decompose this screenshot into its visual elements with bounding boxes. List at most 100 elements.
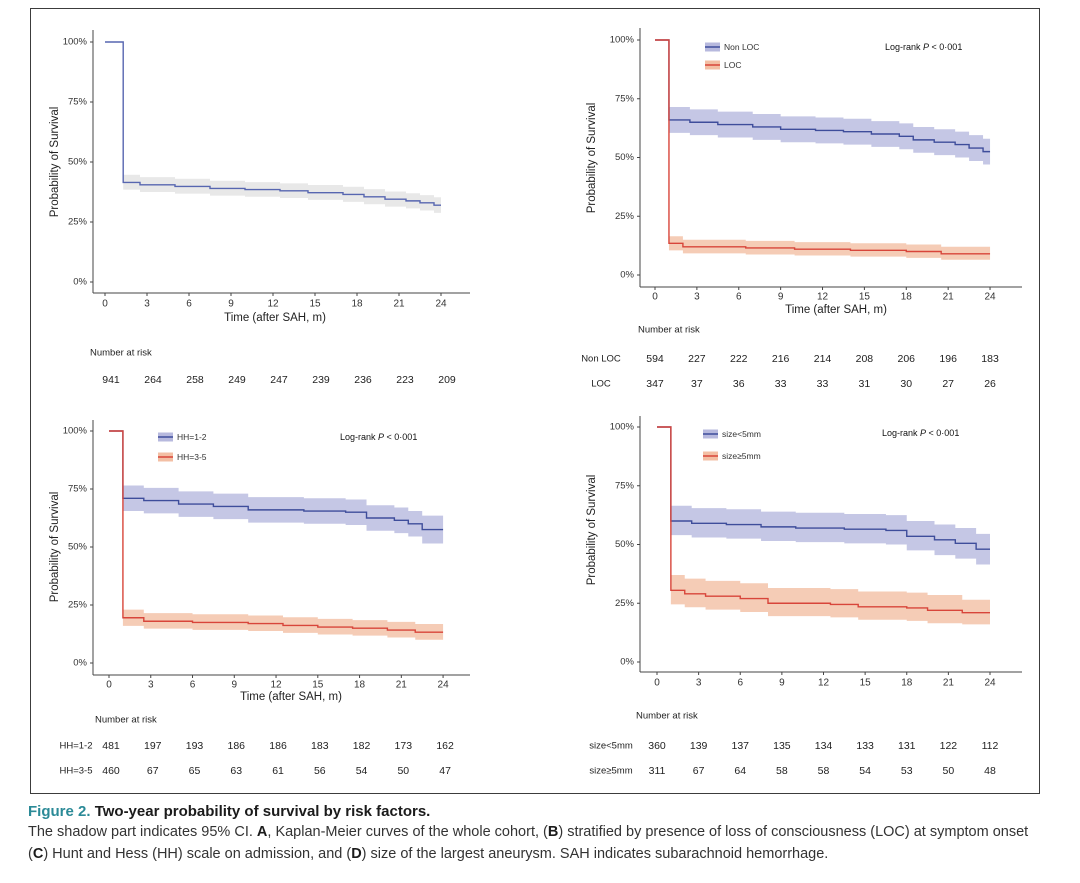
- legend-label: size≥5mm: [722, 451, 761, 461]
- risk-count: 162: [436, 740, 454, 752]
- risk-count: 61: [272, 765, 284, 777]
- x-tick-label: 9: [779, 678, 785, 689]
- x-tick-label: 3: [144, 299, 150, 310]
- risk-count: 54: [859, 765, 871, 777]
- risk-count: 196: [939, 353, 957, 365]
- y-tick-label: 100%: [63, 426, 88, 437]
- risk-count: 58: [818, 765, 830, 777]
- y-tick-label: 25%: [615, 211, 635, 222]
- risk-count: 183: [311, 740, 329, 752]
- x-tick-label: 12: [267, 299, 279, 310]
- risk-count: 249: [228, 374, 246, 386]
- risk-count: 139: [690, 740, 708, 752]
- legend-label: size<5mm: [722, 429, 761, 439]
- ci-band-series-0: [105, 42, 441, 213]
- x-tick-label: 0: [106, 680, 112, 691]
- caption-text-segment: ) Hunt and Hess (HH) scale on admission,…: [43, 845, 352, 862]
- y-tick-label: 0%: [620, 270, 634, 281]
- risk-count: 311: [649, 765, 666, 777]
- y-tick-label: 100%: [610, 422, 635, 433]
- y-tick-label: 100%: [63, 37, 88, 48]
- logrank-value: < 0·001: [926, 428, 959, 438]
- x-tick-label: 3: [696, 678, 702, 689]
- x-tick-label: 6: [186, 299, 192, 310]
- caption-panel-letter: C: [32, 845, 44, 862]
- x-tick-label: 21: [943, 678, 955, 689]
- risk-count: 33: [775, 378, 787, 390]
- x-tick-label: 6: [190, 680, 196, 691]
- risk-count: 186: [269, 740, 287, 752]
- legend-label: HH=1-2: [177, 432, 207, 442]
- risk-count: 360: [648, 740, 666, 752]
- risk-count: 58: [776, 765, 788, 777]
- y-tick-label: 50%: [615, 539, 635, 550]
- caption-text-segment: The shadow part indicates 95% CI.: [28, 824, 257, 840]
- risk-table-title: Number at risk: [636, 711, 698, 722]
- logrank-stat: P: [920, 428, 926, 438]
- x-tick-label: 18: [351, 299, 363, 310]
- y-tick-label: 25%: [68, 600, 88, 611]
- risk-count: 481: [102, 740, 120, 752]
- survival-line-series-0: [655, 39, 991, 153]
- x-tick-label: 24: [438, 680, 450, 691]
- risk-count: 131: [898, 740, 916, 752]
- risk-count: 214: [814, 353, 832, 365]
- risk-count: 258: [186, 374, 204, 386]
- x-tick-label: 21: [943, 292, 955, 303]
- risk-count: 33: [817, 378, 829, 390]
- y-tick-label: 75%: [615, 480, 635, 491]
- x-tick-label: 12: [818, 678, 830, 689]
- survival-line-series-1: [109, 430, 444, 633]
- y-axis-title: Probability of Survival: [49, 107, 61, 218]
- y-tick-label: 50%: [68, 542, 88, 553]
- caption-panel-letter: A: [256, 824, 268, 840]
- risk-count: 48: [984, 765, 996, 777]
- km-panel-b: 0%25%50%75%100%0 3 6 9 12 15 18 21 24Probability…: [581, 28, 1022, 390]
- risk-count: 183: [981, 353, 999, 365]
- logrank-prefix: Log-rank: [340, 432, 378, 442]
- risk-count: 236: [354, 374, 372, 386]
- x-tick-label: 9: [231, 680, 237, 691]
- risk-row-label: LOC: [591, 379, 611, 390]
- x-tick-label: 24: [435, 299, 447, 310]
- logrank-prefix: Log-rank: [882, 428, 920, 438]
- logrank-value: < 0·001: [929, 42, 962, 52]
- y-tick-label: 75%: [615, 93, 635, 104]
- risk-count: 239: [312, 374, 330, 386]
- km-panel-c: 0% 25% 50% 75% 100% 0 3 6 9 12 15 18 21 24 Probability…: [49, 420, 470, 777]
- risk-count: 64: [734, 765, 746, 777]
- risk-count: 137: [731, 740, 749, 752]
- logrank-prefix: Log-rank: [885, 42, 923, 52]
- y-tick-label: 100%: [610, 35, 635, 46]
- risk-count: 56: [314, 765, 326, 777]
- legend-label: HH=3-5: [177, 452, 207, 462]
- caption-title: Two-year probability of survival by risk…: [94, 803, 431, 820]
- caption-panel-letter: B: [547, 824, 559, 840]
- x-tick-label: 24: [984, 678, 996, 689]
- risk-row-label: size<5mm: [589, 741, 633, 752]
- risk-count: 67: [693, 765, 705, 777]
- logrank-annotation: Log-rank P < 0·001: [882, 428, 959, 438]
- risk-count: 26: [984, 378, 996, 390]
- logrank-annotation: Log-rank P < 0·001: [340, 432, 417, 442]
- risk-count: 594: [646, 353, 664, 365]
- y-tick-label: 50%: [68, 157, 88, 168]
- risk-table-title: Number at risk: [90, 348, 152, 359]
- x-axis-title: Time (after SAH, m): [224, 312, 326, 324]
- x-tick-label: 15: [309, 299, 321, 310]
- x-tick-label: 0: [652, 292, 658, 303]
- risk-count: 193: [186, 740, 204, 752]
- risk-table-title: Number at risk: [638, 325, 700, 336]
- x-axis-title: Time (after SAH, m): [240, 691, 342, 703]
- caption-text-segment: ) stratified by presence of loss of cons…: [28, 824, 1029, 862]
- x-tick-label: 15: [312, 680, 324, 691]
- y-tick-label: 75%: [68, 97, 88, 108]
- x-tick-label: 9: [228, 299, 234, 310]
- risk-count: 216: [772, 353, 790, 365]
- caption-text-segment: ) size of the largest aneurysm. SAH indi…: [361, 845, 829, 862]
- survival-line-series-0: [657, 426, 990, 550]
- risk-count: 460: [102, 765, 120, 777]
- x-tick-label: 12: [817, 292, 829, 303]
- km-panel-a: 0% 25% 50% 75% 100% 0 3 6 9 12 15 18 21 24 Probability…: [49, 30, 470, 386]
- caption-panel-letter: D: [351, 845, 362, 862]
